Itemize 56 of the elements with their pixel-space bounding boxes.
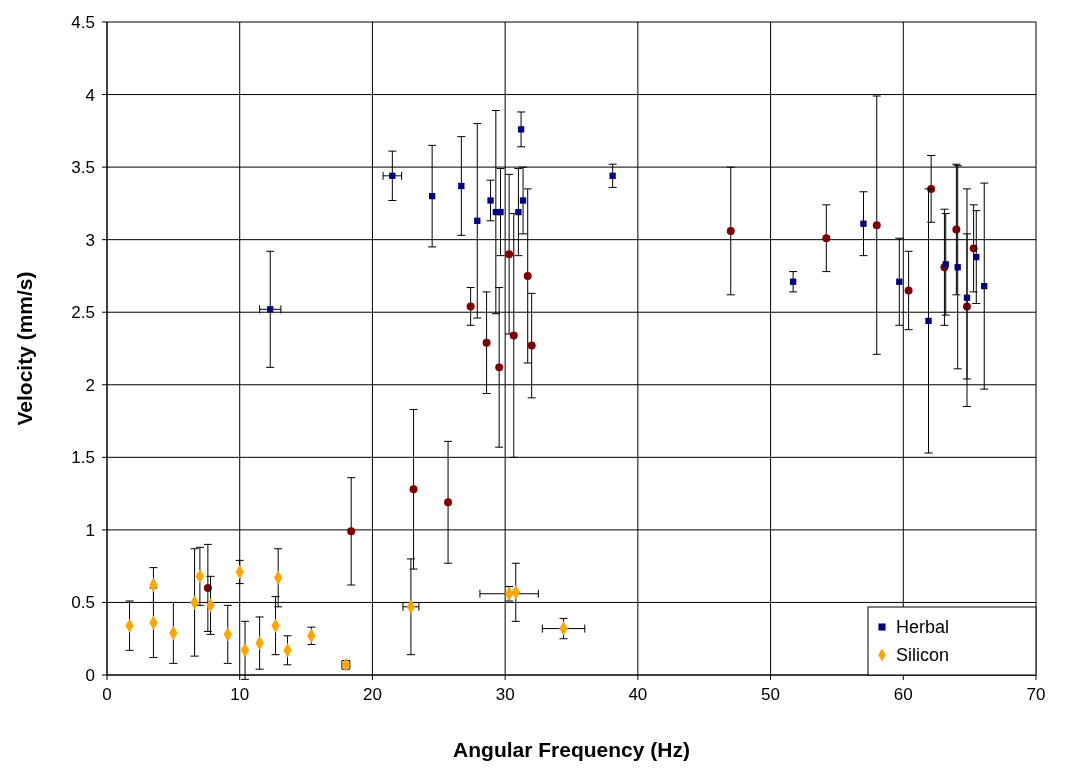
y-axis-title: Velocity (mm/s) [13,271,36,426]
x-axis-title: Angular Frequency (Hz) [453,738,690,761]
point [497,208,504,216]
point [347,527,356,536]
x-tick-label: 10 [230,685,250,704]
point [517,126,525,133]
point [822,234,831,243]
point [495,363,504,372]
x-tick-label: 0 [102,685,112,704]
point [963,294,971,301]
point [515,208,522,216]
point [474,217,481,224]
point [726,226,735,235]
y-tick-label: 0 [85,665,95,685]
point [509,331,518,340]
y-tick-label: 1 [85,520,95,540]
point [904,286,913,295]
y-tick-label: 2.5 [71,303,95,323]
point [466,302,475,311]
point [409,485,418,494]
y-tick-label: 1.5 [71,448,95,468]
point [954,264,961,271]
y-tick-label: 3 [85,230,95,250]
point [428,192,436,200]
x-tick-label: 60 [893,685,913,704]
x-tick-label: 50 [761,685,781,704]
y-tick-label: 0.5 [71,593,95,613]
y-tick-label: 3.5 [71,158,95,178]
point [942,261,949,268]
point [973,253,980,261]
point [458,182,465,190]
point [523,271,532,280]
point [860,220,867,227]
point [527,341,536,350]
x-tick-label: 20 [362,685,382,704]
y-tick-label: 4.5 [71,12,95,32]
point [896,278,903,285]
x-tick-label: 30 [495,685,515,704]
legend-label: Silicon [896,645,950,666]
point [519,197,527,204]
point [487,197,494,204]
point [389,172,396,179]
point [925,317,932,325]
point [482,338,491,347]
y-tick-label: 4 [85,85,95,105]
point [444,498,453,507]
point [609,172,616,179]
point [505,250,514,259]
point [872,221,881,230]
y-tick-label: 2 [85,375,95,395]
x-tick-label: 70 [1026,685,1046,704]
point [789,278,797,285]
point [981,282,988,290]
x-tick-label: 40 [628,685,648,704]
point [267,306,274,313]
legend-label: Herbal [896,617,950,638]
